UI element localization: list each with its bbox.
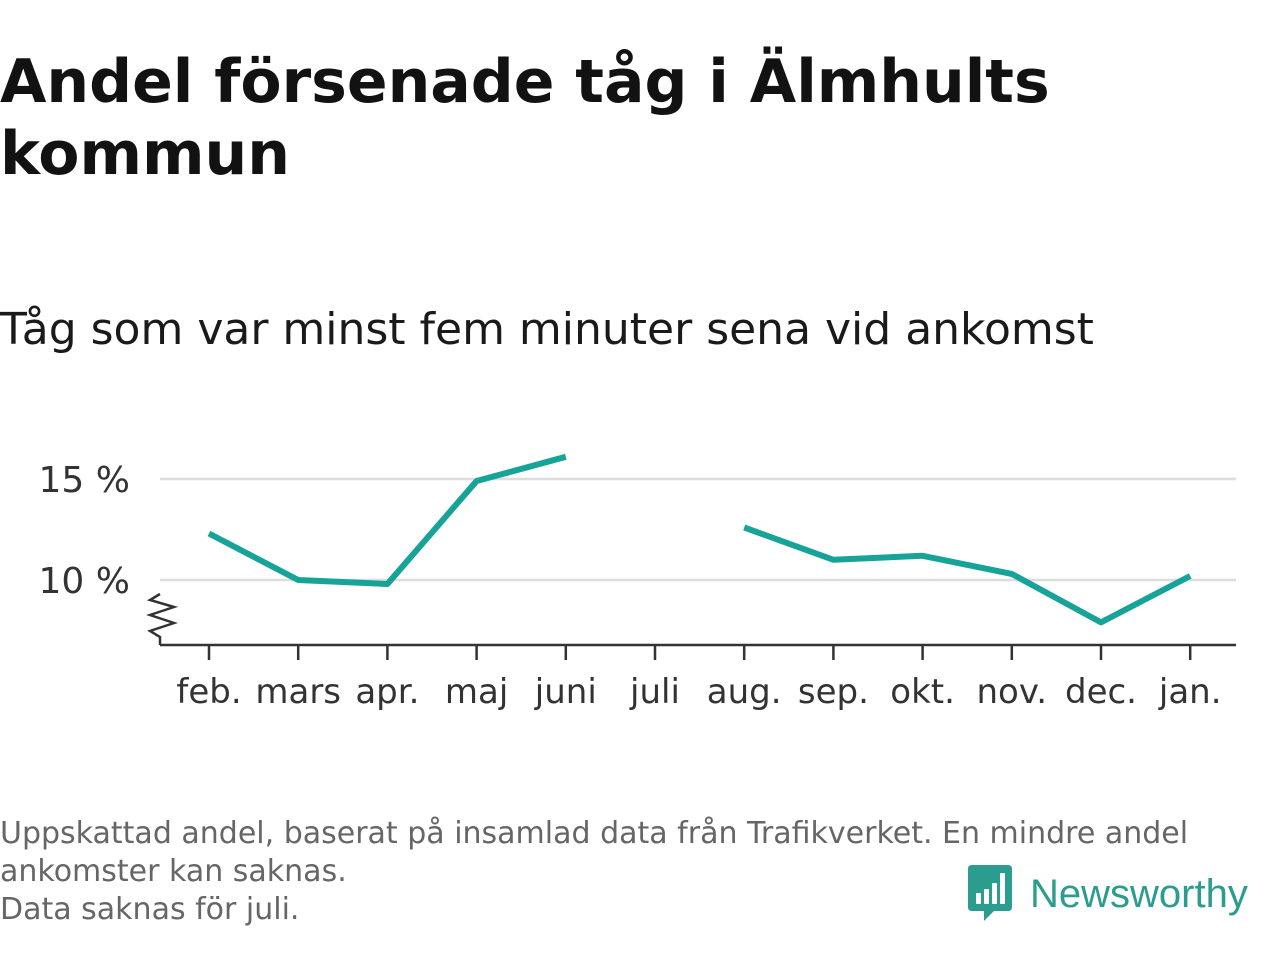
- x-tick-label: maj: [445, 672, 508, 712]
- x-tick-label: okt.: [890, 672, 955, 712]
- x-tick-label: apr.: [355, 672, 419, 712]
- series-line: [207, 453, 1192, 626]
- x-tick-label: sep.: [798, 672, 869, 712]
- chart-title: Andel försenade tåg i Älmhults kommun: [0, 47, 1050, 189]
- x-tick-label: nov.: [976, 672, 1047, 712]
- x-tick-labels: feb. mars apr. maj juni juli aug. sep. okt. nov. d…: [176, 672, 1221, 712]
- grid-lines: [160, 477, 1236, 582]
- x-tick-label: feb.: [176, 672, 241, 712]
- y-tick-label: 15 %: [39, 460, 130, 501]
- footnote: Uppskattad andel, baserat på insamlad da…: [0, 815, 1270, 929]
- footnote-line-1: Uppskattad andel, baserat på insamlad da…: [0, 816, 1189, 851]
- x-tick-label: juni: [534, 672, 597, 712]
- brand-logo: Newsworthy: [964, 862, 1248, 926]
- footnote-line-2: ankomster kan saknas.: [0, 854, 347, 889]
- series-line-segment: [743, 524, 1192, 626]
- newsworthy-logo-icon: [968, 865, 1012, 921]
- series-line-segment: [207, 453, 567, 587]
- chart-subtitle: Tåg som var minst fem minuter sena vid a…: [0, 304, 1094, 355]
- x-tick-label: aug.: [707, 672, 782, 712]
- x-tick-label: juli: [629, 672, 680, 712]
- y-axis-break-mark: [146, 592, 179, 645]
- x-tick-label: mars: [255, 672, 341, 712]
- x-tick-label: jan.: [1158, 672, 1222, 712]
- x-tick-label: dec.: [1065, 672, 1137, 712]
- y-tick-labels: 10 % 15 %: [39, 460, 130, 602]
- line-chart: 10 % 15 % feb. mars apr. maj juni juli aug. sep.…: [39, 453, 1236, 712]
- footnote-line-3: Data saknas för juli.: [0, 892, 300, 927]
- brand-name: Newsworthy: [1030, 871, 1248, 916]
- y-tick-label: 10 %: [39, 561, 130, 602]
- x-axis: [146, 592, 1236, 660]
